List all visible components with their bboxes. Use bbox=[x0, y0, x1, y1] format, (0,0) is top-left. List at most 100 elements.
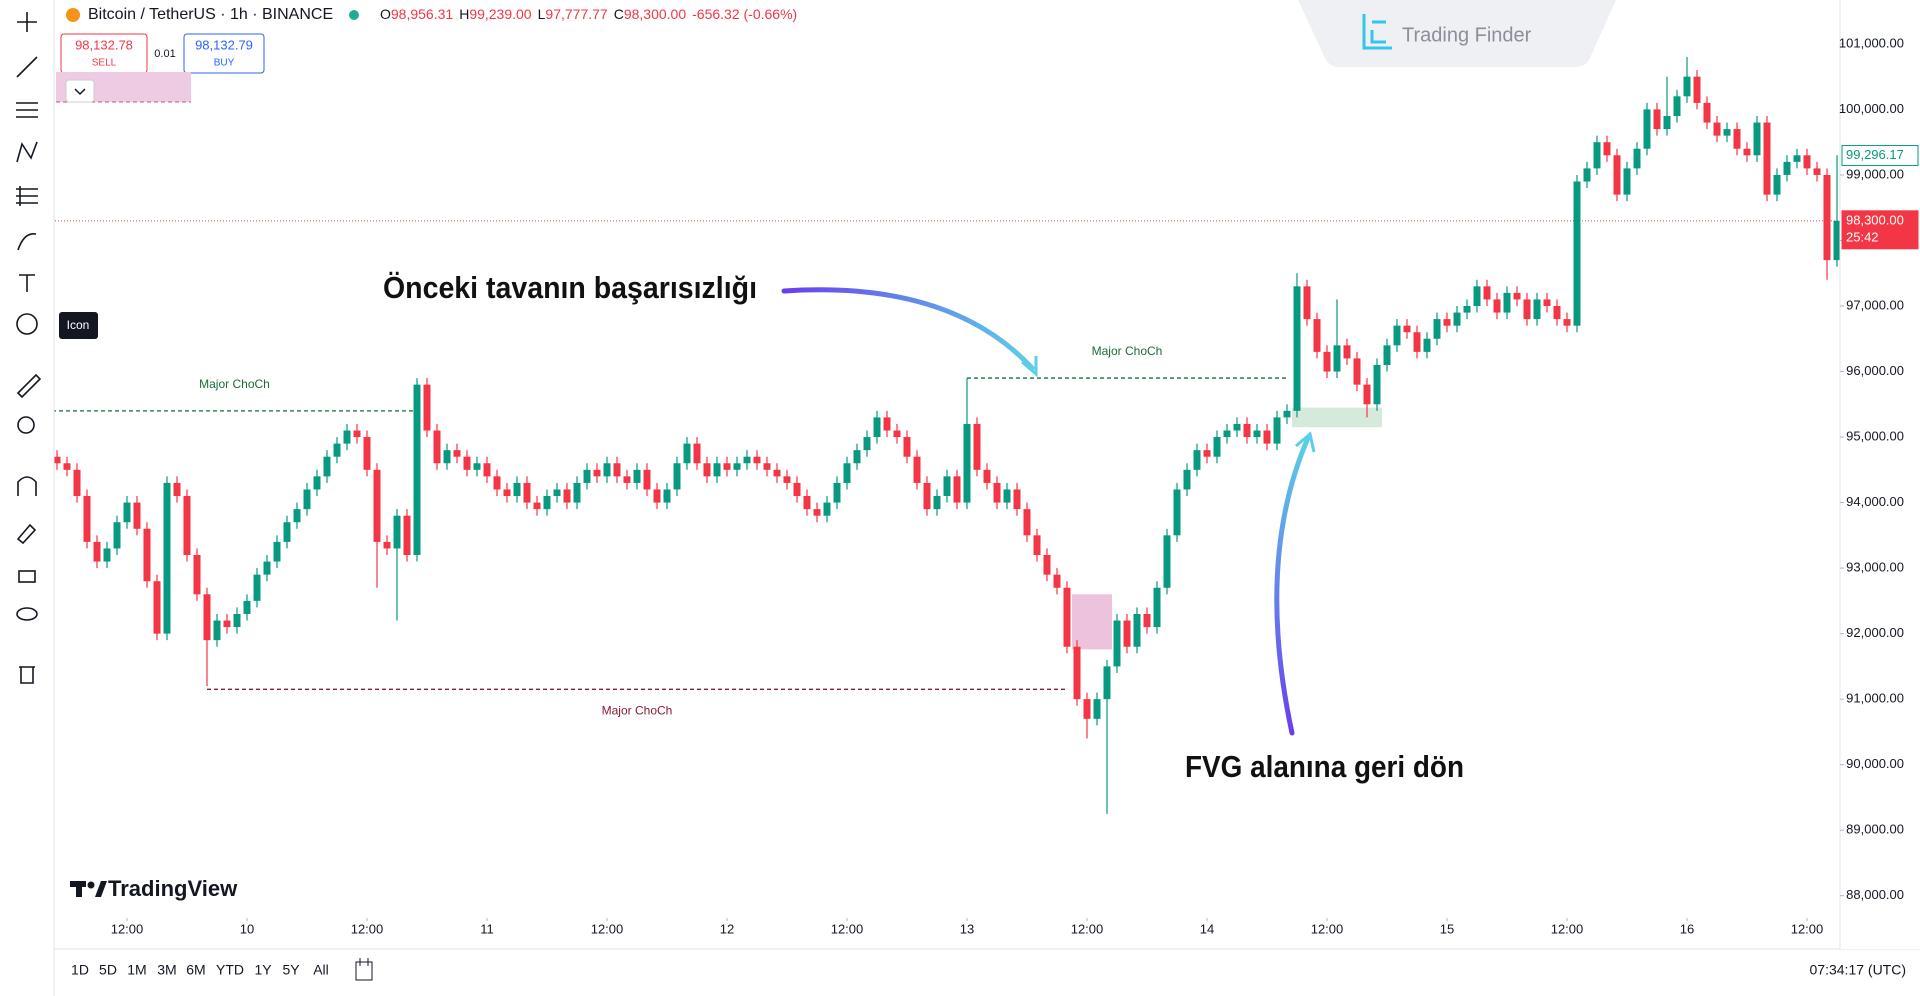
candle-body bbox=[943, 476, 951, 497]
candle-body bbox=[1243, 423, 1251, 438]
candle-body bbox=[1393, 325, 1401, 346]
candle-body bbox=[93, 541, 101, 562]
chevron bbox=[74, 88, 86, 96]
candle-body bbox=[113, 522, 121, 549]
toolbar bbox=[0, 0, 54, 996]
y-tick-label: 99,000.00 bbox=[1846, 166, 1904, 181]
candle-body bbox=[1793, 155, 1801, 162]
candle-body bbox=[713, 463, 721, 477]
buy-button[interactable] bbox=[183, 33, 265, 74]
candle-body bbox=[83, 496, 91, 542]
tool-line[interactable] bbox=[16, 56, 38, 78]
tool-magnet[interactable] bbox=[17, 476, 37, 496]
candle-body bbox=[1023, 509, 1031, 536]
candle-body bbox=[1133, 613, 1141, 647]
candle-body bbox=[1383, 345, 1391, 365]
candle-body bbox=[103, 548, 111, 562]
tool-zoom[interactable] bbox=[17, 416, 35, 434]
candle-body bbox=[773, 469, 781, 477]
candle-body bbox=[963, 423, 971, 503]
candle-body bbox=[1363, 384, 1371, 405]
candle-body bbox=[1823, 174, 1831, 261]
candle-body bbox=[323, 456, 331, 477]
sell-label: SELL bbox=[92, 58, 117, 69]
candle-body bbox=[763, 463, 771, 470]
x-tick-label: 15 bbox=[1440, 921, 1454, 936]
candle-body bbox=[403, 515, 411, 555]
candle-body bbox=[1623, 168, 1631, 195]
candle-body bbox=[1203, 450, 1211, 457]
tooltip: Icon bbox=[67, 318, 90, 332]
watermark-logo bbox=[1362, 14, 1392, 50]
candle-body bbox=[253, 574, 261, 601]
timeframe[interactable]: 5Y bbox=[282, 962, 300, 978]
candle-body bbox=[1233, 423, 1241, 431]
timeframe[interactable]: 6M bbox=[186, 962, 205, 978]
candle-body bbox=[1503, 292, 1511, 313]
tooltip-bg bbox=[59, 312, 98, 339]
candle-body bbox=[1143, 613, 1151, 628]
tool-trash[interactable] bbox=[19, 666, 35, 684]
candle-body bbox=[873, 417, 881, 438]
timeframe[interactable]: YTD bbox=[216, 962, 244, 978]
tool-channel[interactable] bbox=[16, 102, 38, 118]
tool-ruler[interactable] bbox=[16, 373, 42, 399]
candle-body bbox=[1003, 489, 1011, 503]
candle-body bbox=[273, 541, 281, 562]
y-tick-label: 96,000.00 bbox=[1846, 363, 1904, 378]
candle-body bbox=[973, 423, 981, 470]
tool-cross[interactable] bbox=[17, 12, 37, 32]
timeframe[interactable]: 1Y bbox=[254, 962, 272, 978]
arrow-head bbox=[1295, 431, 1316, 453]
ohlc-key: L bbox=[538, 6, 546, 22]
collapse-button[interactable] bbox=[65, 79, 95, 103]
candle-body bbox=[1063, 587, 1071, 647]
candle-body bbox=[213, 620, 221, 641]
buy-label: BUY bbox=[214, 58, 235, 69]
candle-body bbox=[833, 482, 841, 503]
price-axis bbox=[1840, 0, 1920, 949]
timeframe[interactable]: 1M bbox=[127, 962, 146, 978]
x-tick-label: 12:00 bbox=[1311, 921, 1344, 936]
countdown: 25:42 bbox=[1846, 229, 1879, 244]
date-range-icon[interactable] bbox=[355, 958, 373, 981]
candle-body bbox=[853, 450, 861, 464]
candle-body bbox=[1813, 168, 1821, 175]
candle-body bbox=[743, 456, 751, 464]
candle-body bbox=[1453, 312, 1461, 326]
y-tick-label: 90,000.00 bbox=[1846, 756, 1904, 771]
candle-body bbox=[453, 450, 461, 457]
candle-body bbox=[443, 450, 451, 464]
tool-pencil[interactable] bbox=[16, 523, 37, 545]
timeframe[interactable]: 5D bbox=[99, 962, 117, 978]
candle-body bbox=[1443, 319, 1451, 326]
candle-body bbox=[153, 581, 161, 634]
candle-body bbox=[433, 430, 441, 464]
tool-lock[interactable] bbox=[18, 570, 36, 583]
x-tick-label: 12:00 bbox=[831, 921, 864, 936]
price-tag-label: 99,296.17 bbox=[1846, 147, 1904, 162]
tool-text[interactable] bbox=[19, 274, 35, 292]
candle-body bbox=[423, 384, 431, 431]
x-tick-label: 14 bbox=[1200, 921, 1214, 936]
tool-fib[interactable] bbox=[16, 186, 38, 206]
timeframe[interactable]: All bbox=[313, 962, 329, 978]
candle-body bbox=[1333, 345, 1341, 372]
timeframe[interactable]: 1D bbox=[71, 962, 89, 978]
candle-body bbox=[1183, 469, 1191, 490]
y-tick-label: 88,000.00 bbox=[1846, 887, 1904, 902]
candle-body bbox=[863, 437, 871, 451]
tool-pattern[interactable] bbox=[16, 141, 38, 163]
candle-body bbox=[203, 594, 211, 641]
timeframe[interactable]: 3M bbox=[157, 962, 176, 978]
tool-eye[interactable] bbox=[16, 607, 38, 621]
candle-body bbox=[523, 482, 531, 503]
x-tick-label: 12:00 bbox=[1551, 921, 1584, 936]
candle-body bbox=[823, 502, 831, 516]
candle-body bbox=[1313, 319, 1321, 352]
candle-body bbox=[563, 489, 571, 503]
tool-brush[interactable] bbox=[17, 233, 37, 251]
choch-label: Major ChoCh bbox=[1092, 344, 1163, 358]
tool-emoji[interactable] bbox=[16, 313, 38, 335]
